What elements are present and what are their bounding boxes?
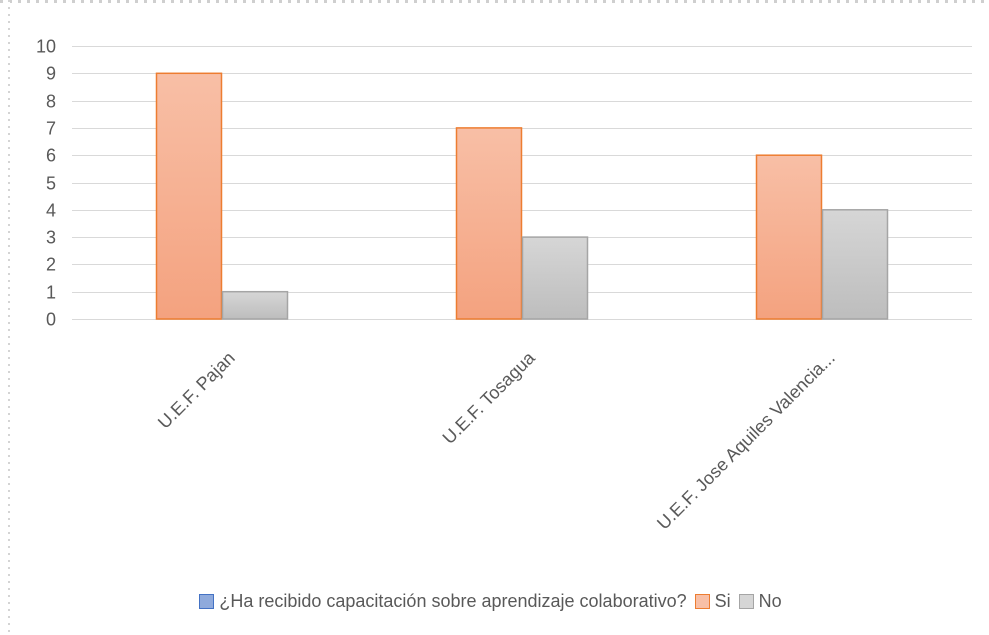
y-tick-label-10: 10 <box>36 37 56 57</box>
y-axis-tick-labels: 0 1 2 3 4 5 6 7 8 9 10 <box>36 37 56 330</box>
legend-label-no: No <box>758 590 782 611</box>
frame-top-edge <box>0 0 989 3</box>
x-category-label-1: U.E.F. Pajan <box>154 348 239 433</box>
y-tick-label-1: 1 <box>46 283 56 303</box>
y-tick-label-8: 8 <box>46 92 56 112</box>
y-tick-label-7: 7 <box>46 119 56 139</box>
x-category-label-3: U.E.F. Jose Aquiles Valencia... <box>653 348 839 534</box>
y-tick-label-9: 9 <box>46 64 56 84</box>
legend-label-series-question: ¿Ha recibido capacitación sobre aprendiz… <box>219 590 687 611</box>
bar-si-3 <box>755 154 823 320</box>
y-tick-label-6: 6 <box>46 146 56 166</box>
legend-item-si: Si <box>694 590 731 612</box>
legend-item-no: No <box>738 590 782 612</box>
x-axis-category-labels: U.E.F. Pajan U.E.F. Tosagua U.E.F. Jose Aq… <box>154 347 839 534</box>
bar-si-1 <box>155 72 223 320</box>
bar-no-2 <box>521 236 589 320</box>
y-tick-label-3: 3 <box>46 228 56 248</box>
y-tick-label-0: 0 <box>46 310 56 330</box>
legend-swatch-series-question <box>199 593 215 609</box>
legend-swatch-si <box>694 593 710 609</box>
bar-no-3 <box>821 209 889 320</box>
legend-label-si: Si <box>714 590 731 611</box>
bar-no-1 <box>221 290 289 320</box>
y-tick-label-2: 2 <box>46 255 56 275</box>
legend: ¿Ha recibido capacitación sobre aprendiz… <box>0 589 989 613</box>
bar-si-2 <box>455 127 523 320</box>
legend-swatch-no <box>738 593 754 609</box>
legend-item-series-question: ¿Ha recibido capacitación sobre aprendiz… <box>199 590 687 612</box>
frame-left-edge <box>8 0 10 635</box>
x-category-label-2: U.E.F. Tosagua <box>439 347 540 448</box>
bars <box>155 72 889 320</box>
y-tick-label-4: 4 <box>46 201 56 221</box>
y-tick-label-5: 5 <box>46 174 56 194</box>
